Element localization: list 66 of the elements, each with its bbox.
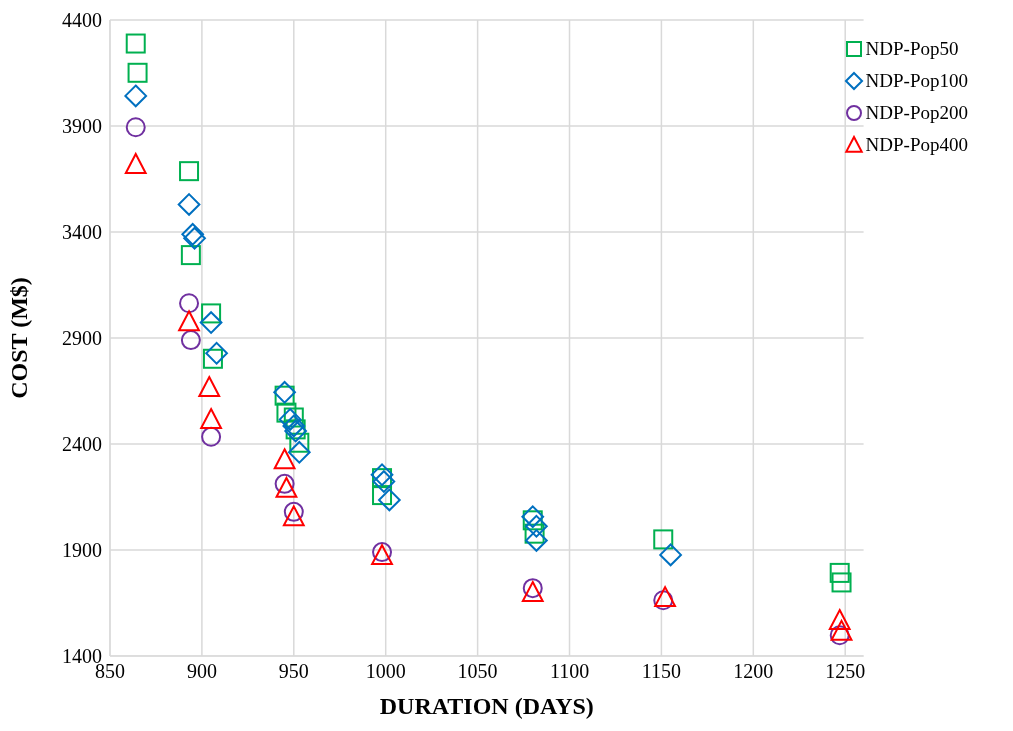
y-tick-label: 1900 [62,539,102,562]
point [282,414,306,438]
point [180,245,201,266]
point [289,432,310,453]
point [370,463,394,487]
point [653,529,674,550]
x-tick-label: 950 [278,660,309,683]
point [183,227,206,250]
y-tick-label: 2400 [62,433,102,456]
point [273,448,296,470]
x-axis-title: DURATION (DAYS) [379,693,594,719]
point [127,62,148,83]
point [283,501,304,522]
point [283,407,304,428]
point [378,488,401,512]
point [200,408,222,429]
point [205,341,228,365]
point [274,385,295,406]
point [125,117,146,138]
point [830,619,853,641]
point [525,514,548,538]
point [524,523,545,544]
point [829,625,850,646]
y-tick-label: 4400 [62,9,102,32]
point [198,376,221,397]
x-tick-label: 1000 [365,660,406,683]
point [828,609,851,630]
x-tick-label: 1250 [825,660,866,683]
point [831,572,852,593]
point [201,426,222,447]
x-tick-label: 1050 [457,660,498,683]
point [180,330,201,351]
point [179,161,200,182]
y-axis-title: COST (M$) [5,277,32,399]
y-tick-label: 2900 [62,327,102,350]
point [829,562,850,583]
point [181,222,205,246]
x-tick-label: 1100 [549,660,590,683]
point [124,84,148,108]
legend-label: NDP-Pop50 [865,38,959,60]
point [276,402,297,423]
legend-label: NDP-Pop200 [865,102,968,124]
point [521,505,545,529]
point [659,543,682,567]
y-tick-label: 3400 [62,221,102,244]
point [199,311,223,334]
point [177,193,201,216]
point [282,505,305,527]
point [287,440,311,464]
point [522,510,543,531]
point [201,303,222,324]
x-tick-label: 900 [186,660,217,683]
point [278,408,302,431]
legend-label: NDP-Pop100 [865,70,968,92]
point [525,529,548,552]
legend-label: NDP-Pop400 [865,134,968,156]
point [372,485,393,506]
point [179,293,200,314]
point [125,33,146,54]
point [202,348,223,369]
point [124,153,147,174]
x-tick-label: 1150 [641,660,682,683]
y-tick-label: 3900 [62,115,102,138]
point [178,310,200,332]
x-tick-label: 1200 [733,660,774,683]
point [273,380,296,404]
